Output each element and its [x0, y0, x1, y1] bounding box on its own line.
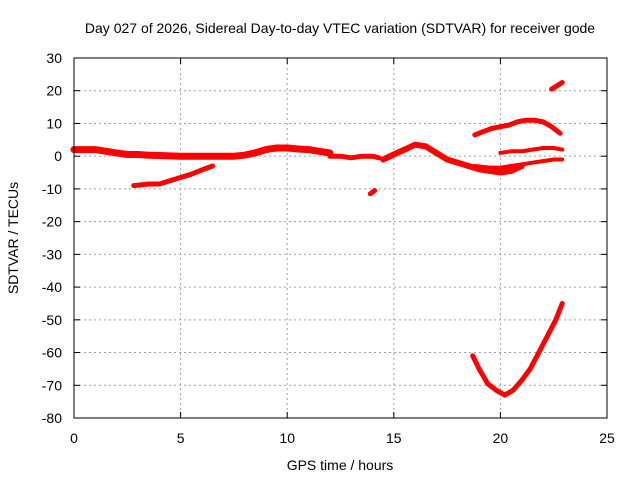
y-tick-label: 20 [46, 83, 62, 99]
chart-title: Day 027 of 2026, Sidereal Day-to-day VTE… [85, 20, 595, 36]
series-flat-arc-b [498, 146, 565, 155]
y-tick-label: -40 [42, 279, 62, 295]
y-tick-label: -10 [42, 181, 62, 197]
y-tick-label: -50 [42, 312, 62, 328]
series-high-segment [549, 80, 565, 92]
series-v-arc [470, 301, 565, 398]
x-tick-label: 5 [177, 430, 185, 446]
plot-frame [73, 57, 608, 419]
y-tick-label: -70 [42, 377, 62, 393]
x-tick-label: 10 [279, 430, 295, 446]
y-tick-label: 30 [46, 50, 62, 66]
series-flat-arc-a [472, 157, 565, 170]
y-tick-label: -80 [42, 410, 62, 426]
grid [74, 58, 607, 418]
series-upper-arc [472, 117, 563, 138]
series-layer [70, 80, 565, 398]
x-tick-label: 0 [70, 430, 78, 446]
series-descending-arc [131, 163, 216, 189]
series-main-arc [70, 144, 334, 160]
x-tick-label: 25 [599, 430, 615, 446]
series-mid-arc [327, 153, 382, 161]
x-axis-label: GPS time / hours [287, 457, 394, 473]
y-tick-label: 10 [46, 115, 62, 131]
y-tick-label: -60 [42, 345, 62, 361]
y-tick-label: -30 [42, 246, 62, 262]
y-tick-label: -20 [42, 214, 62, 230]
y-tick-label: 0 [54, 148, 62, 164]
y-axis-label: SDTVAR / TECUs [5, 182, 21, 294]
x-tick-label: 15 [386, 430, 402, 446]
x-tick-label: 20 [493, 430, 509, 446]
series-outlier-point [367, 188, 378, 197]
series-wave-arc [380, 141, 525, 176]
axes: 0 5 10 15 20 25 -80 -70 -60 -50 -40 -30 -20 -10 0 10 20 3… [42, 50, 615, 446]
